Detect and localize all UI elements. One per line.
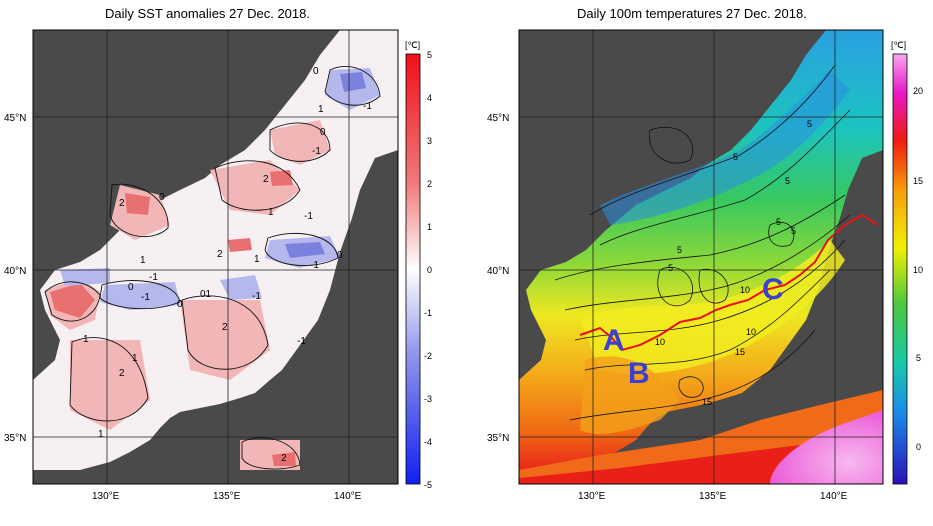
right-map: 5 5 5 5 5 5 5 10 15 10 15 10 15 A B C [519, 30, 883, 484]
grid-lines [519, 30, 883, 484]
colorbar-tick: -1 [424, 308, 432, 318]
right-colorbar-unit: [℃] [891, 40, 906, 50]
lon-label: 135°E [213, 491, 241, 502]
isotherm-label: 5 [807, 119, 812, 129]
contour-label: -1 [312, 146, 321, 157]
colorbar-tick: -3 [424, 394, 432, 404]
left-axis-labels: 45°N 40°N 35°N 130°E 135°E 140°E [4, 113, 362, 502]
isotherm-label: 5 [668, 263, 673, 273]
right-axis-labels: 45°N 40°N 35°N 130°E 135°E 140°E [487, 113, 848, 502]
colorbar-tick: -2 [424, 351, 432, 361]
warm-anomaly-patches [45, 120, 330, 470]
isotherm-label: 5 [677, 245, 682, 255]
tsushima-warm-area [580, 240, 845, 374]
contour-label: 1 [254, 254, 260, 265]
lat-label: 45°N [4, 113, 26, 124]
contour-label: 2 [281, 453, 287, 464]
contour-label: 2 [217, 249, 223, 260]
contour-label: 0 [320, 127, 326, 138]
contour-label: 0 [159, 192, 165, 203]
contour-label: 0 [313, 66, 319, 77]
colorbar-tick: 0 [427, 265, 432, 275]
contour-label: 01 [200, 289, 212, 300]
current-label-c: C [762, 273, 784, 306]
colorbar-tick: 20 [913, 86, 923, 96]
contour-label: 0 [177, 299, 183, 310]
contour-label: 2 [119, 368, 125, 379]
contour-labels: 0 1 -1 0 -1 2 1 0 2 -1 1 2 1 -1 0 -1 -1 … [83, 66, 372, 464]
isotherm-label: 5 [791, 226, 796, 236]
isotherm-label: 10 [655, 337, 665, 347]
isotherm-label: 10 [740, 285, 750, 295]
colorbar-tick: 10 [913, 265, 923, 275]
contour-label: 1 [132, 353, 138, 364]
colorbar-tick: 15 [913, 176, 923, 186]
lat-label: 35°N [4, 433, 26, 444]
current-labels: A B C [603, 273, 784, 390]
contour-label: 1 [83, 334, 89, 345]
isotherm-labels: 5 5 5 5 5 5 5 10 15 10 15 10 15 [655, 119, 812, 407]
contour-label: -1 [310, 260, 319, 271]
colorbar-tick: 5 [427, 50, 432, 60]
colorbar-tick: 2 [427, 179, 432, 189]
lat-label: 35°N [487, 433, 509, 444]
colorbar-tick: 4 [427, 93, 432, 103]
contour-label: 0 [337, 250, 343, 261]
contour-label: 1 [140, 255, 146, 266]
lon-label: 130°E [92, 491, 120, 502]
isotherm-label: 15 [735, 347, 745, 357]
contour-label: -1 [363, 101, 372, 112]
left-map: 0 1 -1 0 -1 2 1 0 2 -1 1 2 1 -1 0 -1 -1 … [33, 30, 398, 484]
contour-label: -1 [149, 272, 158, 283]
cool-core-patches [285, 72, 366, 258]
lat-label: 40°N [487, 266, 509, 277]
right-colorbar: [℃] 20 15 10 5 0 [891, 40, 923, 485]
left-panel-title: Daily SST anomalies 27 Dec. 2018. [105, 6, 310, 21]
isotherm-label: 5 [776, 217, 781, 227]
isotherm-label: 5 [733, 152, 738, 162]
contour-label: 2 [119, 198, 125, 209]
northern-cool-area [600, 70, 850, 225]
contour-label: 0 [128, 282, 134, 293]
right-map-frame [518, 29, 884, 485]
contour-label: -1 [252, 291, 261, 302]
colorbar-tick: -5 [424, 480, 432, 490]
contour-label: 1 [98, 429, 104, 440]
left-colorbar-unit: [℃] [405, 40, 420, 50]
contour-label: 2 [263, 174, 269, 185]
lon-label: 140°E [820, 491, 848, 502]
colorbar-tick: 3 [427, 136, 432, 146]
grid-lines [33, 30, 398, 484]
lat-label: 40°N [4, 266, 26, 277]
colorbar-tick: 0 [916, 442, 921, 452]
colorbar-tick: 1 [427, 222, 432, 232]
colorbar-tick: -4 [424, 437, 432, 447]
current-label-a: A [603, 324, 625, 357]
isotherm-lines [554, 64, 851, 421]
contour-label: -1 [304, 211, 313, 222]
lat-label: 45°N [487, 113, 509, 124]
current-label-b: B [628, 357, 650, 390]
isotherm-label: 10 [746, 327, 756, 337]
colorbar-tick: 5 [916, 353, 921, 363]
lon-label: 140°E [334, 491, 362, 502]
contour-label: -1 [297, 336, 306, 347]
pacific-pink-area [770, 410, 883, 484]
isotherm-label: 5 [785, 176, 790, 186]
contour-lines [44, 66, 381, 470]
left-colorbar: [℃] 5 4 3 2 1 0 -1 -2 -3 -4 -5 [405, 40, 432, 490]
warm-core-patches [50, 170, 296, 466]
contour-label: 1 [318, 104, 324, 115]
contour-label: -1 [141, 292, 150, 303]
left-map-frame [32, 29, 399, 485]
contour-label: 1 [268, 207, 274, 218]
right-panel-title: Daily 100m temperatures 27 Dec. 2018. [577, 6, 807, 21]
contour-label: 2 [222, 322, 228, 333]
lon-label: 130°E [578, 491, 606, 502]
lon-label: 135°E [699, 491, 727, 502]
polar-front-line [579, 213, 879, 352]
isotherm-label: 15 [702, 397, 712, 407]
